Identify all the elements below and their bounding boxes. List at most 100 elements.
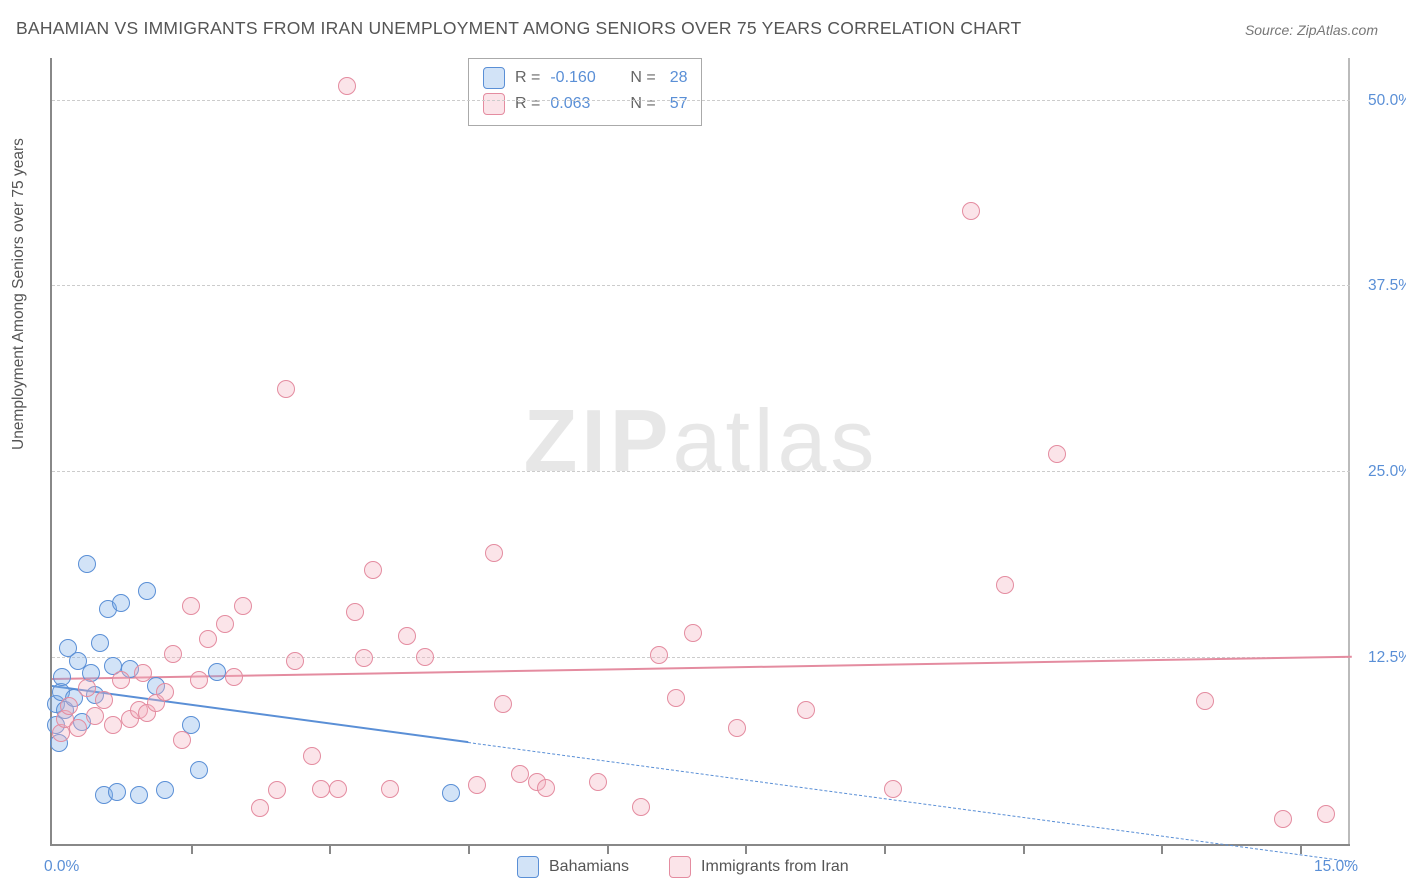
data-point-b — [134, 664, 152, 682]
data-point-b — [728, 719, 746, 737]
data-point-b — [112, 671, 130, 689]
data-point-b — [251, 799, 269, 817]
y-tick-label: 25.0% — [1356, 463, 1406, 481]
legend-item-bahamians: Bahamians — [517, 856, 629, 878]
swatch-bahamians — [517, 856, 539, 878]
watermark: ZIPatlas — [524, 390, 879, 492]
gridline-h — [52, 471, 1350, 472]
n-label: N = — [630, 65, 655, 91]
data-point-b — [104, 716, 122, 734]
data-point-b — [962, 202, 980, 220]
r-value-bahamians: -0.160 — [550, 65, 610, 91]
data-point-b — [1317, 805, 1335, 823]
data-point-b — [589, 773, 607, 791]
data-point-b — [1196, 692, 1214, 710]
data-point-b — [234, 597, 252, 615]
data-point-b — [225, 668, 243, 686]
n-value-iran: 57 — [670, 91, 688, 117]
data-point-b — [216, 615, 234, 633]
trend-line-a — [52, 685, 468, 743]
data-point-b — [190, 671, 208, 689]
chart-title: BAHAMIAN VS IMMIGRANTS FROM IRAN UNEMPLO… — [16, 18, 1022, 39]
data-point-a — [130, 786, 148, 804]
x-tick — [468, 844, 470, 854]
data-point-b — [537, 779, 555, 797]
right-axis-border — [1348, 58, 1350, 844]
x-tick — [607, 844, 609, 854]
data-point-b — [884, 780, 902, 798]
x-tick — [1023, 844, 1025, 854]
data-point-b — [355, 649, 373, 667]
data-point-b — [398, 627, 416, 645]
data-point-b — [485, 544, 503, 562]
y-tick-label: 12.5% — [1356, 649, 1406, 667]
watermark-light: atlas — [673, 391, 879, 490]
data-point-b — [494, 695, 512, 713]
legend-label-bahamians: Bahamians — [549, 858, 629, 876]
data-point-b — [312, 780, 330, 798]
data-point-b — [86, 707, 104, 725]
data-point-b — [381, 780, 399, 798]
trend-line-a-dashed — [468, 742, 1352, 862]
data-point-b — [996, 576, 1014, 594]
series-legend: Bahamians Immigrants from Iran — [517, 856, 849, 878]
watermark-bold: ZIP — [524, 391, 673, 490]
data-point-b — [338, 77, 356, 95]
swatch-bahamians — [483, 67, 505, 89]
data-point-a — [108, 783, 126, 801]
data-point-a — [156, 781, 174, 799]
gridline-h — [52, 657, 1350, 658]
data-point-b — [173, 731, 191, 749]
data-point-b — [1048, 445, 1066, 463]
data-point-a — [208, 663, 226, 681]
data-point-b — [684, 624, 702, 642]
legend-row-iran: R = 0.063 N = 57 — [483, 91, 687, 117]
scatter-plot-area: ZIPatlas R = -0.160 N = 28 R = 0.063 N =… — [50, 58, 1350, 846]
data-point-b — [286, 652, 304, 670]
data-point-a — [138, 582, 156, 600]
data-point-b — [182, 597, 200, 615]
data-point-a — [78, 555, 96, 573]
legend-item-iran: Immigrants from Iran — [669, 856, 849, 878]
r-label: R = — [515, 65, 540, 91]
data-point-a — [190, 761, 208, 779]
gridline-h — [52, 100, 1350, 101]
data-point-b — [650, 646, 668, 664]
data-point-b — [164, 645, 182, 663]
x-tick — [1161, 844, 1163, 854]
data-point-b — [511, 765, 529, 783]
legend-row-bahamians: R = -0.160 N = 28 — [483, 65, 687, 91]
data-point-b — [797, 701, 815, 719]
r-value-iran: 0.063 — [550, 91, 610, 117]
data-point-a — [53, 668, 71, 686]
data-point-b — [346, 603, 364, 621]
legend-label-iran: Immigrants from Iran — [701, 858, 849, 876]
data-point-b — [268, 781, 286, 799]
x-tick — [329, 844, 331, 854]
data-point-b — [632, 798, 650, 816]
y-axis-label: Unemployment Among Seniors over 75 years — [10, 138, 28, 450]
data-point-b — [1274, 810, 1292, 828]
correlation-legend: R = -0.160 N = 28 R = 0.063 N = 57 — [468, 58, 702, 126]
data-point-b — [468, 776, 486, 794]
source-attribution: Source: ZipAtlas.com — [1245, 22, 1378, 38]
y-tick-label: 50.0% — [1356, 92, 1406, 110]
x-tick — [191, 844, 193, 854]
x-tick — [1300, 844, 1302, 854]
data-point-b — [95, 691, 113, 709]
data-point-a — [442, 784, 460, 802]
data-point-b — [60, 697, 78, 715]
data-point-b — [156, 683, 174, 701]
x-axis-origin-label: 0.0% — [44, 858, 79, 876]
gridline-h — [52, 285, 1350, 286]
r-label: R = — [515, 91, 540, 117]
data-point-b — [329, 780, 347, 798]
x-tick — [884, 844, 886, 854]
data-point-a — [91, 634, 109, 652]
y-tick-label: 37.5% — [1356, 277, 1406, 295]
data-point-b — [416, 648, 434, 666]
x-tick — [745, 844, 747, 854]
data-point-b — [667, 689, 685, 707]
data-point-b — [364, 561, 382, 579]
data-point-b — [277, 380, 295, 398]
